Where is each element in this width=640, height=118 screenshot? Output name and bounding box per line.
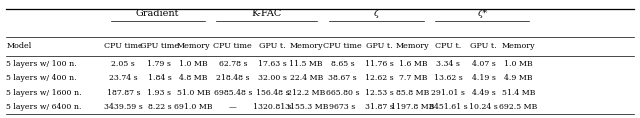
Text: 3155.3 MB: 3155.3 MB: [285, 103, 328, 111]
Text: CPU t.: CPU t.: [435, 42, 461, 51]
Text: 4.9 MB: 4.9 MB: [504, 74, 532, 82]
Text: GPU t.: GPU t.: [470, 42, 497, 51]
Text: 1.6 MB: 1.6 MB: [399, 60, 427, 68]
Text: 11.76 s: 11.76 s: [365, 60, 394, 68]
Text: Memory: Memory: [289, 42, 323, 51]
Text: 51.0 MB: 51.0 MB: [177, 89, 210, 97]
Text: 1320.81 s: 1320.81 s: [253, 103, 292, 111]
Text: 1.0 MB: 1.0 MB: [179, 60, 207, 68]
Text: 4.8 MB: 4.8 MB: [179, 74, 207, 82]
Text: CPU time: CPU time: [214, 42, 252, 51]
Text: 1.79 s: 1.79 s: [147, 60, 172, 68]
Text: 187.87 s: 187.87 s: [107, 89, 140, 97]
Text: 11.5 MB: 11.5 MB: [289, 60, 323, 68]
Text: 7.7 MB: 7.7 MB: [399, 74, 427, 82]
Text: 6985.48 s: 6985.48 s: [214, 89, 252, 97]
Text: ζ: ζ: [374, 9, 379, 18]
Text: 291.01 s: 291.01 s: [431, 89, 465, 97]
Text: 5 layers w/ 1600 n.: 5 layers w/ 1600 n.: [6, 89, 82, 97]
Text: 23.74 s: 23.74 s: [109, 74, 138, 82]
Text: 1.84 s: 1.84 s: [148, 74, 172, 82]
Text: 1.0 MB: 1.0 MB: [504, 60, 532, 68]
Text: 8.65 s: 8.65 s: [331, 60, 355, 68]
Text: 218.48 s: 218.48 s: [216, 74, 250, 82]
Text: 3451.61 s: 3451.61 s: [429, 103, 468, 111]
Text: 156.48 s: 156.48 s: [255, 89, 289, 97]
Text: 85.8 MB: 85.8 MB: [396, 89, 429, 97]
Text: K-FAC: K-FAC: [252, 9, 282, 18]
Text: 1197.8 MB: 1197.8 MB: [391, 103, 435, 111]
Text: CPU time: CPU time: [323, 42, 362, 51]
Text: Memory: Memory: [501, 42, 535, 51]
Text: 4.07 s: 4.07 s: [472, 60, 495, 68]
Text: Memory: Memory: [177, 42, 210, 51]
Text: 32.00 s: 32.00 s: [258, 74, 287, 82]
Text: 12.53 s: 12.53 s: [365, 89, 394, 97]
Text: Model: Model: [6, 42, 31, 51]
Text: GPU t.: GPU t.: [259, 42, 285, 51]
Text: 12.62 s: 12.62 s: [365, 74, 393, 82]
Text: 31.87 s: 31.87 s: [365, 103, 394, 111]
Text: 9673 s: 9673 s: [330, 103, 356, 111]
Text: 17.63 s: 17.63 s: [258, 60, 287, 68]
Text: 1.93 s: 1.93 s: [147, 89, 172, 97]
Text: 10.24 s: 10.24 s: [469, 103, 498, 111]
Text: 38.67 s: 38.67 s: [328, 74, 357, 82]
Text: 51.4 MB: 51.4 MB: [502, 89, 535, 97]
Text: CPU time: CPU time: [104, 42, 143, 51]
Text: 691.0 MB: 691.0 MB: [174, 103, 212, 111]
Text: 3439.59 s: 3439.59 s: [104, 103, 143, 111]
Text: 62.78 s: 62.78 s: [219, 60, 247, 68]
Text: 5 layers w/ 100 n.: 5 layers w/ 100 n.: [6, 60, 77, 68]
Text: 5 layers w/ 6400 n.: 5 layers w/ 6400 n.: [6, 103, 82, 111]
Text: 13.62 s: 13.62 s: [434, 74, 463, 82]
Text: —: —: [229, 103, 237, 111]
Text: 692.5 MB: 692.5 MB: [499, 103, 538, 111]
Text: 8.22 s: 8.22 s: [148, 103, 172, 111]
Text: GPU t.: GPU t.: [365, 42, 392, 51]
Text: GPU time: GPU time: [140, 42, 179, 51]
Text: ζ*: ζ*: [477, 9, 488, 18]
Text: 3.34 s: 3.34 s: [436, 60, 460, 68]
Text: 22.4 MB: 22.4 MB: [289, 74, 323, 82]
Text: 665.80 s: 665.80 s: [326, 89, 359, 97]
Text: 4.19 s: 4.19 s: [472, 74, 495, 82]
Text: 212.2 MB: 212.2 MB: [287, 89, 325, 97]
Text: 5 layers w/ 400 n.: 5 layers w/ 400 n.: [6, 74, 77, 82]
Text: Memory: Memory: [396, 42, 429, 51]
Text: 4.49 s: 4.49 s: [472, 89, 495, 97]
Text: 2.05 s: 2.05 s: [111, 60, 135, 68]
Text: Gradient: Gradient: [136, 9, 179, 18]
